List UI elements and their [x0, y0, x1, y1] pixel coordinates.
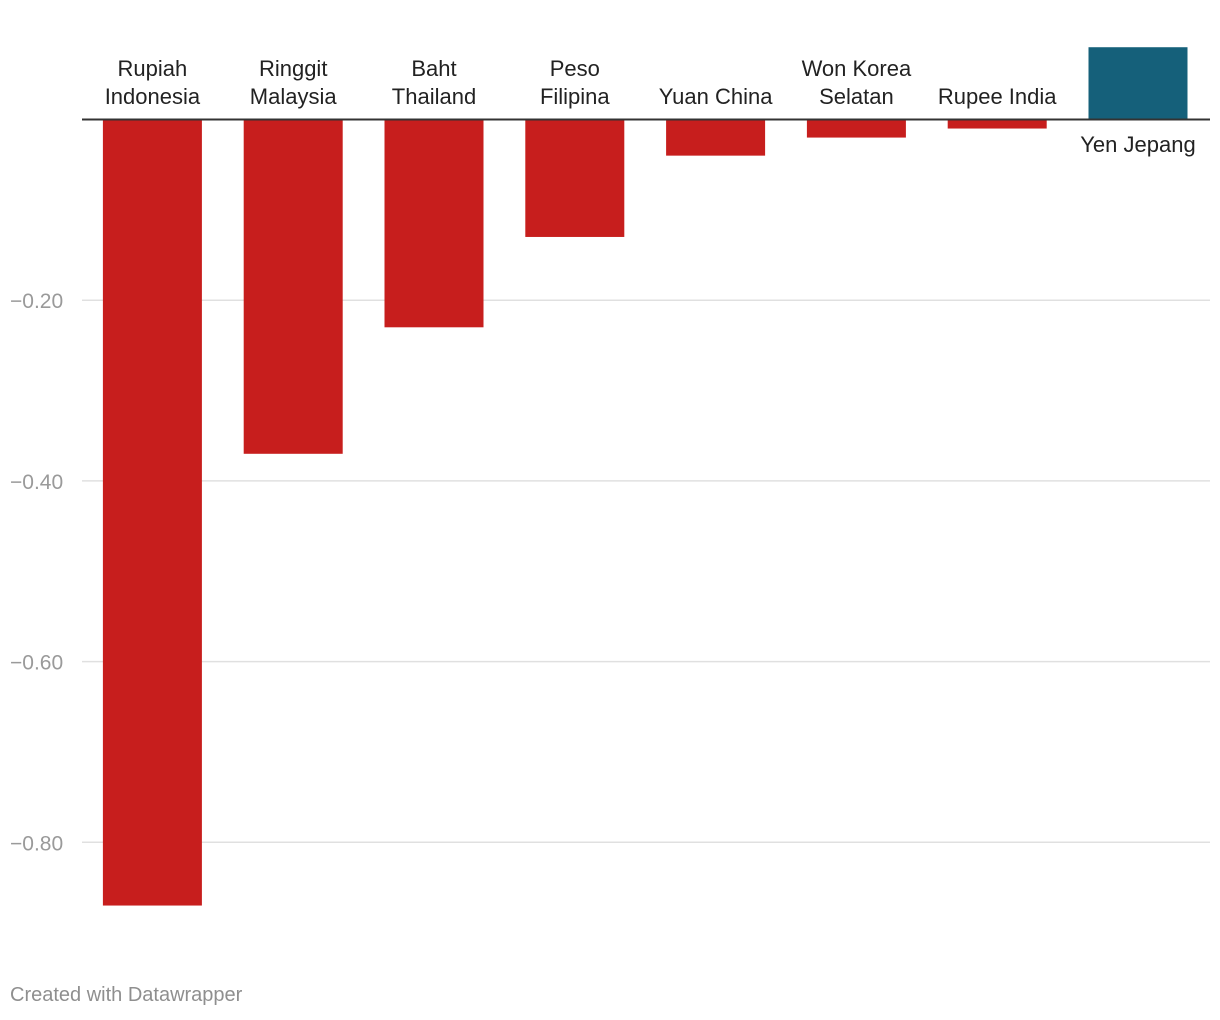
category-label: Yen Jepang: [1080, 132, 1195, 157]
bar: [102, 119, 202, 906]
credit-text: Created with Datawrapper: [10, 984, 243, 1006]
bar: [666, 119, 766, 156]
bars: [102, 47, 1188, 906]
y-tick-label: −0.40: [10, 471, 63, 494]
bar: [525, 119, 625, 237]
y-tick-label: −0.60: [10, 652, 63, 675]
category-label: Ringgit Malaysia: [250, 56, 338, 109]
category-label: Peso Filipina: [540, 56, 610, 109]
category-labels: Rupiah Indonesia Ringgit Malaysia Baht Thaila…: [105, 56, 1196, 157]
gridlines: −0.80 −0.60 −0.40 −0.20: [10, 290, 1210, 855]
bar: [1088, 47, 1188, 120]
category-label: Yuan China: [659, 84, 774, 109]
bar: [243, 119, 343, 454]
category-label: Baht Thailand: [392, 56, 476, 109]
y-tick-label: −0.80: [10, 832, 63, 855]
category-label: Rupiah Indonesia: [105, 56, 201, 109]
category-label: Won Korea Selatan: [802, 56, 912, 109]
bar: [806, 119, 906, 138]
category-label: Rupee India: [938, 84, 1057, 109]
bar: [384, 119, 484, 328]
bar: [947, 119, 1047, 129]
y-tick-label: −0.20: [10, 290, 63, 313]
